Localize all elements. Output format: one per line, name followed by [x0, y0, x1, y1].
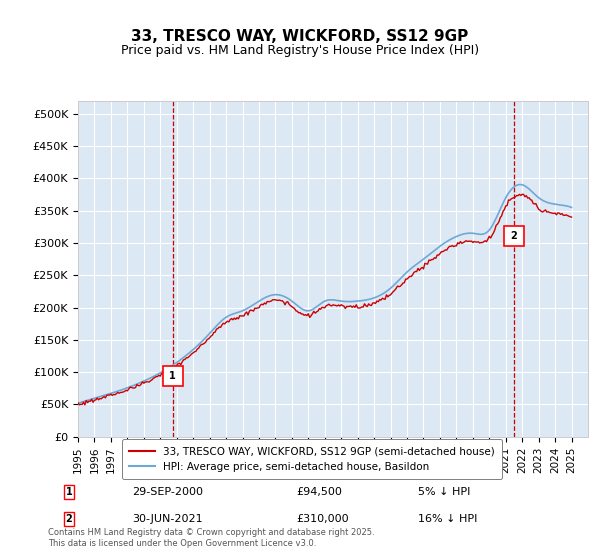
Text: 16% ↓ HPI: 16% ↓ HPI	[418, 515, 477, 524]
Text: 1: 1	[169, 371, 176, 381]
Text: 33, TRESCO WAY, WICKFORD, SS12 9GP: 33, TRESCO WAY, WICKFORD, SS12 9GP	[131, 29, 469, 44]
Text: Price paid vs. HM Land Registry's House Price Index (HPI): Price paid vs. HM Land Registry's House …	[121, 44, 479, 57]
Text: £94,500: £94,500	[296, 487, 342, 497]
Text: 2: 2	[66, 515, 73, 524]
Text: £310,000: £310,000	[296, 515, 349, 524]
Text: 1: 1	[66, 487, 73, 497]
Text: 2: 2	[511, 231, 517, 241]
Text: 29-SEP-2000: 29-SEP-2000	[133, 487, 203, 497]
Text: Contains HM Land Registry data © Crown copyright and database right 2025.
This d: Contains HM Land Registry data © Crown c…	[48, 528, 374, 548]
Text: 5% ↓ HPI: 5% ↓ HPI	[418, 487, 470, 497]
Text: 30-JUN-2021: 30-JUN-2021	[133, 515, 203, 524]
Legend: 33, TRESCO WAY, WICKFORD, SS12 9GP (semi-detached house), HPI: Average price, se: 33, TRESCO WAY, WICKFORD, SS12 9GP (semi…	[122, 439, 502, 479]
